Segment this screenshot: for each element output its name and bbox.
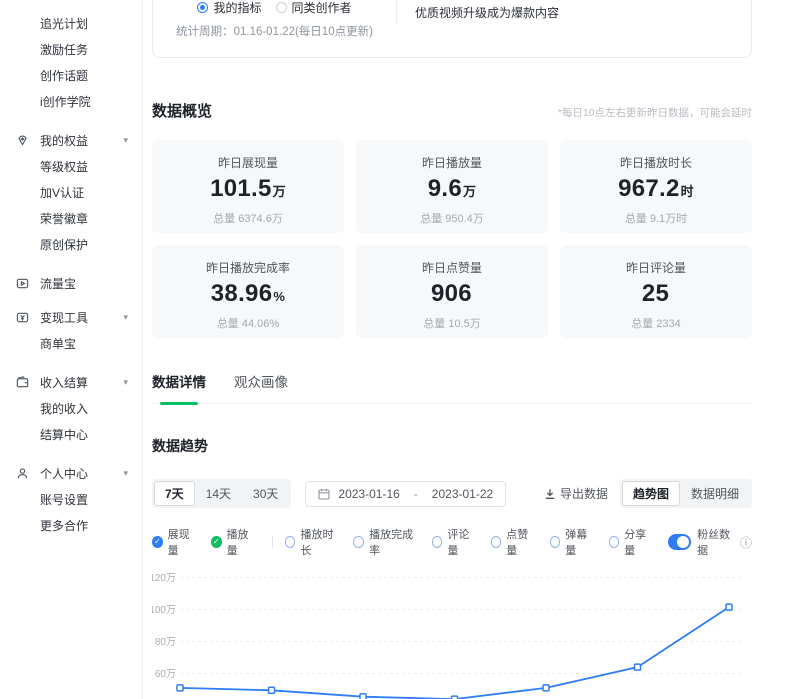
sidebar-item-level-benefits[interactable]: 等级权益 (40, 159, 89, 174)
chevron-down-icon: ▾ (123, 311, 128, 322)
chevron-down-icon: ▾ (123, 467, 128, 478)
divider (396, 0, 397, 25)
radio-unselected-icon (275, 2, 287, 13)
stat-period: 统计周期：01.16-01.22(每日10点更新) (176, 26, 373, 38)
svg-text:120万: 120万 (152, 573, 176, 584)
sidebar-item-honor-badges[interactable]: 荣誉徽章 (40, 211, 89, 226)
detail-tabs: 数据详情 观众画像 (152, 371, 752, 404)
legend-impressions[interactable]: ✓ 展现量 (152, 529, 190, 557)
unchecked-circle-icon (490, 536, 502, 548)
legend-shares[interactable]: 分享量 (608, 526, 653, 558)
unchecked-circle-icon (284, 536, 296, 548)
sidebar-item-traffic-booster[interactable]: 流量宝 (0, 270, 142, 296)
user-icon (14, 465, 30, 481)
checked-circle-icon: ✓ (152, 536, 163, 548)
unchecked-circle-icon (431, 536, 443, 548)
trend-controls: 7天 14天 30天 2023-01-16 - 2023-01-22 导出数据 … (152, 479, 752, 508)
date-end: 2023-01-22 (431, 486, 494, 501)
chevron-down-icon: ▾ (123, 134, 128, 145)
divider (271, 536, 273, 548)
sidebar-item-creator-academy[interactable]: i创作学院 (40, 94, 91, 109)
radio-my-metrics[interactable]: 我的指标 (197, 0, 262, 16)
export-data-button[interactable]: 导出数据 (544, 485, 608, 502)
fans-data-control: 粉丝数据 ⓘ (667, 526, 753, 558)
benchmark-card: 我的指标 同类创作者 统计周期：01.16-01.22(每日10点更新) 近期播… (152, 0, 752, 58)
tab-audience-profile[interactable]: 观众画像 (234, 375, 288, 390)
stat-card-comments: 昨日评论量 25 总量 2334 (560, 245, 752, 338)
legend-watch-time[interactable]: 播放时长 (284, 526, 339, 558)
sidebar-item-incentive-tasks[interactable]: 激励任务 (40, 42, 89, 57)
gem-icon (14, 132, 30, 148)
legend-likes[interactable]: 点赞量 (490, 526, 535, 558)
fans-data-label: 粉丝数据 (697, 529, 731, 557)
sidebar-item-verification[interactable]: 加V认证 (40, 185, 85, 200)
sidebar-item-settlement-center[interactable]: 结算中心 (40, 427, 89, 442)
sidebar-item-personal-center[interactable]: 个人中心 ▾ (0, 460, 142, 486)
view-data-detail-button[interactable]: 数据明细 (690, 487, 739, 501)
overview-title: 数据概览 (152, 103, 213, 120)
checked-circle-icon: ✓ (210, 536, 222, 548)
unchecked-circle-icon (608, 536, 620, 548)
date-range-picker[interactable]: 2023-01-16 - 2023-01-22 (305, 480, 507, 507)
traffic-booster-icon (14, 275, 30, 291)
view-segment: 趋势图 数据明细 (619, 479, 752, 508)
info-icon: ⓘ (740, 535, 753, 550)
unchecked-circle-icon (353, 536, 365, 548)
stat-cards: 昨日展现量 101.5万 总量 6374.6万 昨日播放量 9.6万 总量 95… (152, 140, 752, 338)
sidebar-item-my-benefits[interactable]: 我的权益 ▾ (0, 127, 142, 153)
range-14d-button[interactable]: 14天 (205, 487, 232, 501)
radio-selected-icon (197, 2, 209, 13)
wallet-icon (14, 374, 30, 390)
date-start: 2023-01-16 (338, 486, 400, 501)
radio-peer-creators[interactable]: 同类创作者 (275, 0, 352, 16)
range-7d-button[interactable]: 7天 (154, 481, 195, 506)
sidebar-item-account-settings[interactable]: 账号设置 (40, 492, 89, 507)
fans-data-toggle[interactable] (667, 534, 692, 550)
main-content: 我的指标 同类创作者 统计周期：01.16-01.22(每日10点更新) 近期播… (149, 0, 752, 699)
legend-comments[interactable]: 评论量 (431, 526, 476, 558)
range-segment: 7天 14天 30天 (152, 479, 292, 508)
unchecked-circle-icon (549, 536, 561, 548)
svg-text:80万: 80万 (155, 637, 176, 648)
stat-card-impressions: 昨日展现量 101.5万 总量 6374.6万 (152, 140, 344, 233)
sidebar-item-income-settlement[interactable]: 收入结算 ▾ (0, 369, 142, 395)
promo-text: 近期播放量表现较好，推荐您购买 流量宝 进行加热推广，将优质视频升级成为爆款内容 (415, 6, 560, 20)
sidebar: 追光计划 激励任务 创作话题 i创作学院 我的权益 ▾ 等级权益 加V认证 荣誉… (0, 0, 143, 699)
sidebar-item-monetization-tools[interactable]: 变现工具 ▾ (0, 304, 142, 330)
date-separator: - (413, 486, 418, 501)
stat-card-plays: 昨日播放量 9.6万 总量 950.4万 (356, 140, 548, 233)
sidebar-item-creation-topics[interactable]: 创作话题 (40, 68, 89, 83)
chevron-down-icon: ▾ (123, 376, 128, 387)
stat-card-likes: 昨日点赞量 906 总量 10.5万 (356, 245, 548, 338)
sidebar-item-original-protection[interactable]: 原创保护 (40, 237, 89, 252)
view-trend-chart-button[interactable]: 趋势图 (621, 481, 680, 506)
benchmark-left: 我的指标 同类创作者 统计周期：01.16-01.22(每日10点更新) (153, 0, 396, 39)
legend-plays[interactable]: ✓ 播放量 (210, 529, 249, 557)
sidebar-item-shangdanbao[interactable]: 商单宝 (40, 336, 77, 351)
tab-data-detail[interactable]: 数据详情 (152, 371, 206, 403)
svg-text:100万: 100万 (152, 605, 176, 616)
calendar-icon (318, 488, 330, 500)
yuan-tool-icon (14, 309, 30, 325)
legend-completion-rate[interactable]: 播放完成率 (353, 526, 416, 558)
sidebar-item-my-income[interactable]: 我的收入 (40, 401, 89, 416)
sidebar-item-zhuiguang-plan[interactable]: 追光计划 (40, 16, 89, 31)
metric-legend: ✓ 展现量 ✓ 播放量 播放时长 播放完成率 评论量 点赞量 (152, 526, 752, 558)
legend-danmaku[interactable]: 弹幕量 (549, 526, 594, 558)
download-icon (545, 488, 555, 499)
overview-update-note: *每日10点左右更新昨日数据，可能会延时 (557, 107, 752, 119)
svg-text:60万: 60万 (155, 669, 176, 680)
sidebar-item-more-cooperation[interactable]: 更多合作 (40, 518, 89, 533)
stat-card-completion-rate: 昨日播放完成率 38.96% 总量 44.06% (152, 245, 344, 338)
trend-chart: 120万100万80万60万40万20万 (149, 570, 752, 699)
trend-title: 数据趋势 (152, 438, 208, 454)
range-30d-button[interactable]: 30天 (253, 487, 279, 501)
trend-chart-svg[interactable]: 120万100万80万60万40万20万 (149, 570, 752, 699)
stat-card-watch-time: 昨日播放时长 967.2时 总量 9.1万时 (560, 140, 752, 233)
